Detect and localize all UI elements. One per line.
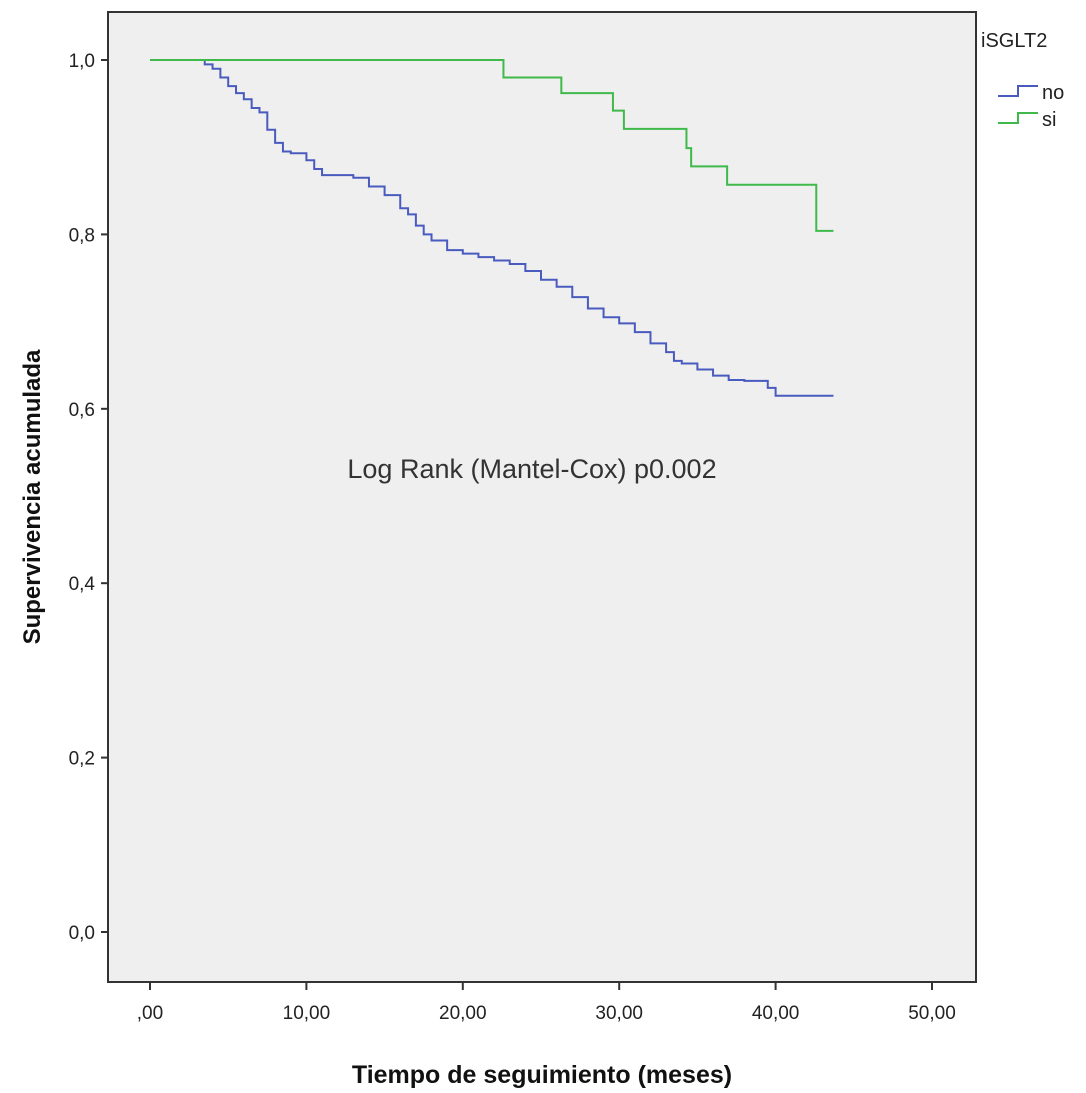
x-axis: ,00 10,00 20,00 30,00 40,00 50,00 [137, 982, 956, 1024]
series-si-line [150, 59, 834, 232]
x-tick-label: 30,00 [595, 1003, 643, 1024]
legend-label-no: no [1042, 82, 1064, 104]
legend-label-si: si [1042, 109, 1056, 131]
y-tick-label: 0,8 [69, 225, 95, 246]
y-tick-label: 0,6 [69, 400, 95, 421]
x-tick-label: 40,00 [752, 1003, 800, 1024]
y-tick-label: 1,0 [69, 51, 95, 72]
y-axis: 0,0 0,2 0,4 0,6 0,8 1,0 [69, 51, 108, 944]
legend: iSGLT2 no si [981, 30, 1064, 131]
legend-swatch-si [998, 112, 1038, 124]
legend-swatch-no [998, 85, 1038, 97]
x-tick-label: 10,00 [283, 1003, 331, 1024]
y-axis-title: Supervivencia acumulada [19, 349, 46, 644]
x-tick-label: ,00 [137, 1003, 163, 1024]
y-tick-label: 0,0 [69, 923, 95, 944]
x-tick-label: 20,00 [439, 1003, 487, 1024]
legend-title: iSGLT2 [981, 30, 1047, 52]
y-tick-label: 0,2 [69, 749, 95, 770]
series-no-line [150, 59, 834, 397]
x-axis-title: Tiempo de seguimiento (meses) [352, 1061, 732, 1089]
x-tick-label: 50,00 [908, 1003, 956, 1024]
y-tick-label: 0,4 [69, 574, 96, 595]
plot-area [107, 11, 977, 983]
annotation-logrank: Log Rank (Mantel-Cox) p0.002 [347, 454, 716, 484]
series-layer [150, 59, 834, 397]
